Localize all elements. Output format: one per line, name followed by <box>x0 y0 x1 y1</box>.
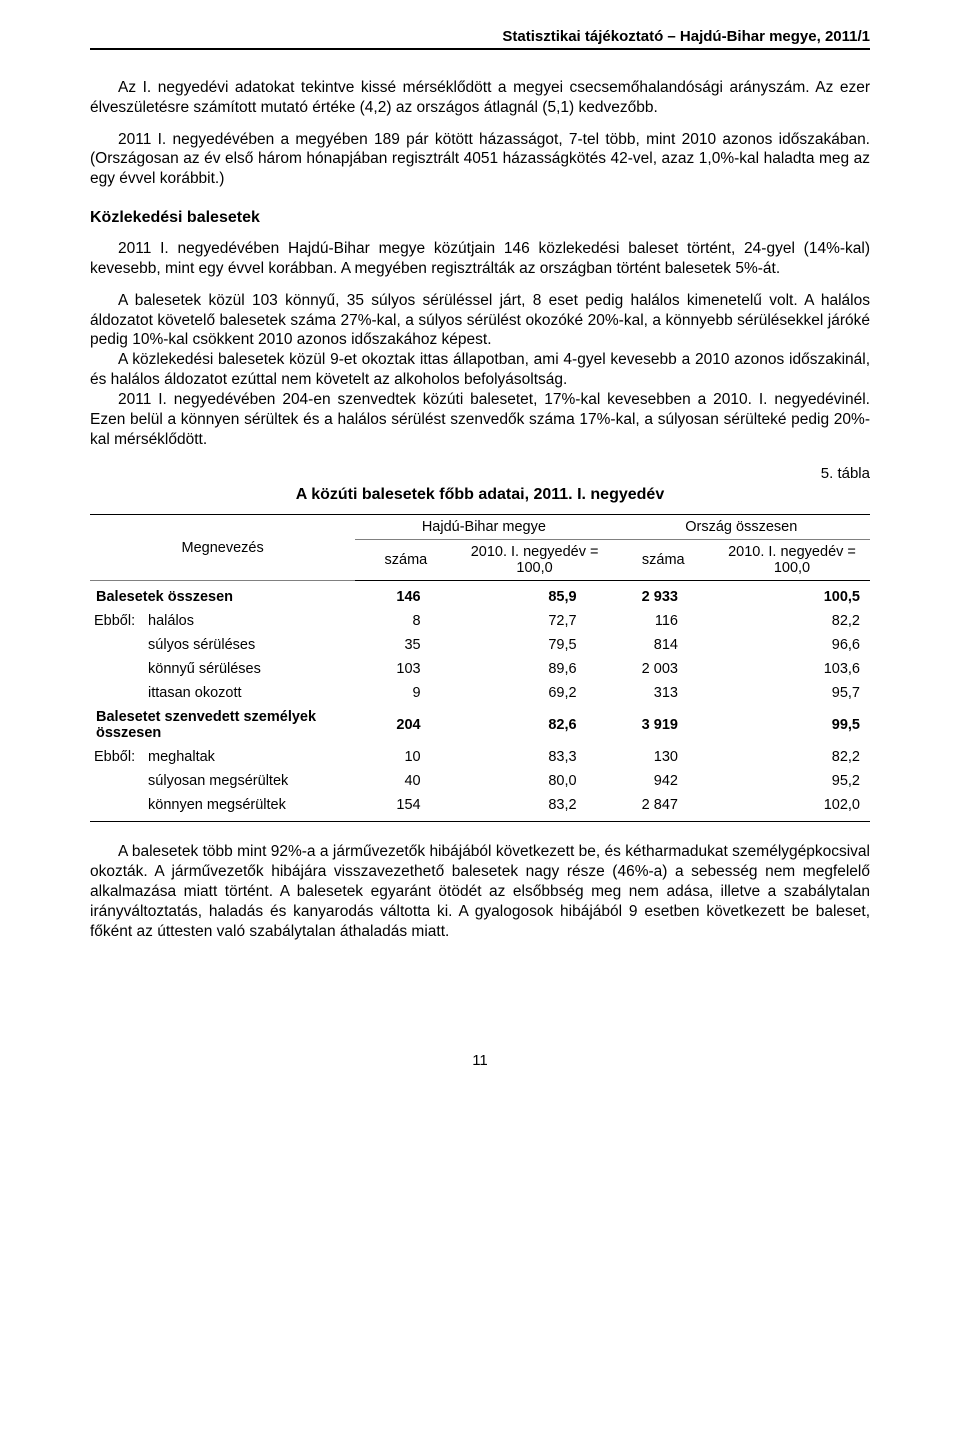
col-header-index-1: 2010. I. negyedév = 100,0 <box>457 540 613 581</box>
table-cell: 100,5 <box>714 581 870 610</box>
table-cell: 99,5 <box>714 705 870 745</box>
table-cell: 83,3 <box>457 745 613 769</box>
paragraph-4-text: A balesetek közül 103 könnyű, 35 súlyos … <box>90 292 870 349</box>
row-label: könnyű sérüléses <box>90 657 355 681</box>
table-title: A közúti balesetek főbb adatai, 2011. I.… <box>90 486 870 504</box>
paragraph-4: A balesetek közül 103 könnyű, 35 súlyos … <box>90 291 870 350</box>
table-cell: 40 <box>355 769 456 793</box>
table-cell: 96,6 <box>714 633 870 657</box>
col-header-group-hajdu: Hajdú-Bihar megye <box>355 515 612 540</box>
page-container: Statisztikai tájékoztató – Hajdú-Bihar m… <box>0 0 960 1109</box>
ebbol-prefix: Ebből: <box>94 613 144 629</box>
paragraph-3: 2011 I. negyedévében Hajdú-Bihar megye k… <box>90 239 870 279</box>
table-cell: 85,9 <box>457 581 613 610</box>
row-label: könnyen megsérültek <box>90 793 355 822</box>
running-header: Statisztikai tájékoztató – Hajdú-Bihar m… <box>90 28 870 50</box>
table-row: Balesetek összesen14685,92 933100,5 <box>90 581 870 610</box>
paragraph-5: A közlekedési balesetek közül 9-et okozt… <box>90 350 870 390</box>
table-cell: 95,7 <box>714 681 870 705</box>
table-row: Ebből: meghaltak1083,313082,2 <box>90 745 870 769</box>
table-cell: 95,2 <box>714 769 870 793</box>
table-cell: 3 919 <box>613 705 714 745</box>
ebbol-prefix: Ebből: <box>94 749 144 765</box>
row-label: Balesetek összesen <box>90 581 355 610</box>
col-header-szama-1: száma <box>355 540 456 581</box>
paragraph-7-text: A balesetek több mint 92%-a a járművezet… <box>90 843 870 939</box>
table-row: könnyű sérüléses10389,62 003103,6 <box>90 657 870 681</box>
paragraph-2: 2011 I. negyedévében a megyében 189 pár … <box>90 130 870 189</box>
table-cell: 103 <box>355 657 456 681</box>
paragraph-2-text: 2011 I. negyedévében a megyében 189 pár … <box>90 131 870 188</box>
table-cell: 116 <box>613 609 714 633</box>
table-cell: 204 <box>355 705 456 745</box>
accidents-table: Megnevezés Hajdú-Bihar megye Ország össz… <box>90 514 870 822</box>
table-cell: 130 <box>613 745 714 769</box>
table-cell: 146 <box>355 581 456 610</box>
table-cell: 2 847 <box>613 793 714 822</box>
row-label: Balesetet szenvedett személyek összesen <box>90 705 355 745</box>
table-cell: 79,5 <box>457 633 613 657</box>
page-number: 11 <box>90 1052 870 1069</box>
col-header-szama-2: száma <box>613 540 714 581</box>
table-cell: 942 <box>613 769 714 793</box>
table-cell: 72,7 <box>457 609 613 633</box>
paragraph-1-text: Az I. negyedévi adatokat tekintve kissé … <box>90 79 870 116</box>
table-row: súlyos sérüléses3579,581496,6 <box>90 633 870 657</box>
paragraph-6-text: 2011 I. negyedévében 204-en szenvedtek k… <box>90 391 870 448</box>
col-header-index-2: 2010. I. negyedév = 100,0 <box>714 540 870 581</box>
col-header-group-orszag: Ország összesen <box>613 515 870 540</box>
table-cell: 82,2 <box>714 609 870 633</box>
table-cell: 80,0 <box>457 769 613 793</box>
table-row: ittasan okozott969,231395,7 <box>90 681 870 705</box>
section-heading-traffic: Közlekedési balesetek <box>90 209 870 227</box>
row-label: súlyos sérüléses <box>90 633 355 657</box>
table-cell: 82,6 <box>457 705 613 745</box>
table-cell: 82,2 <box>714 745 870 769</box>
paragraph-3-text: 2011 I. negyedévében Hajdú-Bihar megye k… <box>90 240 870 277</box>
table-cell: 2 003 <box>613 657 714 681</box>
row-label: ittasan okozott <box>90 681 355 705</box>
table-row: könnyen megsérültek15483,22 847102,0 <box>90 793 870 822</box>
table-cell: 2 933 <box>613 581 714 610</box>
row-label: Ebből: meghaltak <box>90 745 355 769</box>
table-row: Ebből: halálos872,711682,2 <box>90 609 870 633</box>
table-cell: 10 <box>355 745 456 769</box>
row-label: Ebből: halálos <box>90 609 355 633</box>
table-cell: 35 <box>355 633 456 657</box>
paragraph-7: A balesetek több mint 92%-a a járművezet… <box>90 842 870 941</box>
table-cell: 83,2 <box>457 793 613 822</box>
paragraph-5-text: A közlekedési balesetek közül 9-et okozt… <box>90 351 870 388</box>
paragraph-1: Az I. negyedévi adatokat tekintve kissé … <box>90 78 870 118</box>
table-cell: 313 <box>613 681 714 705</box>
paragraph-6: 2011 I. negyedévében 204-en szenvedtek k… <box>90 390 870 449</box>
table-cell: 103,6 <box>714 657 870 681</box>
table-cell: 9 <box>355 681 456 705</box>
table-cell: 814 <box>613 633 714 657</box>
col-header-megnevezes: Megnevezés <box>90 515 355 581</box>
row-label: súlyosan megsérültek <box>90 769 355 793</box>
table-row: Balesetet szenvedett személyek összesen2… <box>90 705 870 745</box>
table-cell: 89,6 <box>457 657 613 681</box>
table-cell: 102,0 <box>714 793 870 822</box>
table-caption: 5. tábla <box>90 465 870 482</box>
table-row: súlyosan megsérültek4080,094295,2 <box>90 769 870 793</box>
table-cell: 69,2 <box>457 681 613 705</box>
table-cell: 8 <box>355 609 456 633</box>
table-cell: 154 <box>355 793 456 822</box>
